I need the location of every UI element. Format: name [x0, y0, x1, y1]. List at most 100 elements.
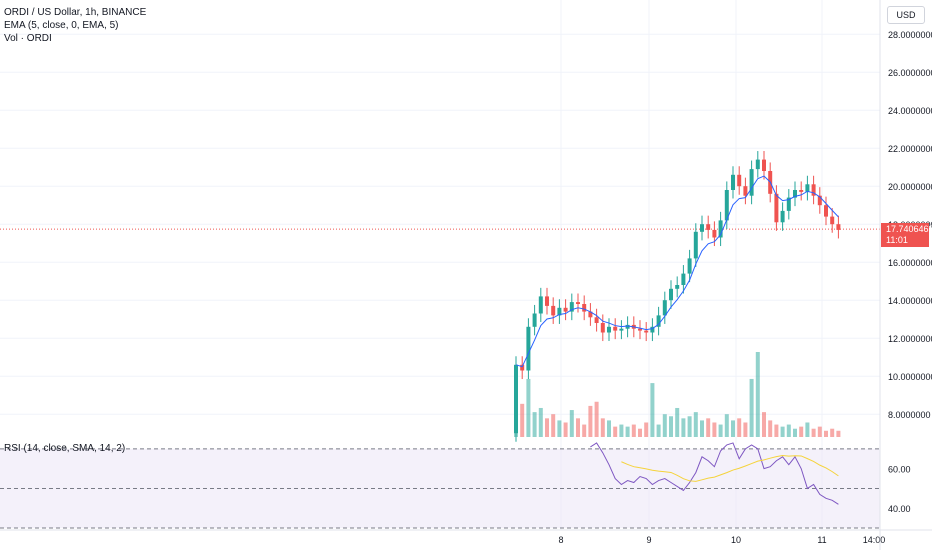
candle-body: [786, 197, 791, 211]
volume-bar: [582, 424, 587, 437]
volume-bar: [737, 418, 742, 437]
candle-body: [830, 216, 835, 225]
candle-body: [793, 190, 797, 198]
volume-bar: [638, 428, 642, 437]
volume-bar: [700, 420, 704, 437]
volume-bar: [749, 378, 754, 437]
candle-body: [811, 184, 816, 196]
candle-body: [638, 328, 642, 331]
candle-body: [538, 296, 543, 314]
candle-body: [693, 231, 698, 259]
volume-bar: [557, 420, 562, 437]
last-price-value: 17.7406463: [886, 224, 932, 234]
price-tick-label: 24.0000000: [888, 106, 932, 116]
volume-bar: [520, 403, 525, 437]
candle-body: [514, 364, 518, 434]
volume-bar: [532, 412, 537, 437]
time-tick-label: 10: [731, 535, 741, 545]
candle-body: [600, 323, 605, 333]
currency-button[interactable]: USD: [887, 6, 925, 24]
volume-bar: [675, 407, 680, 437]
rsi-pane: [0, 442, 880, 529]
rsi-legend[interactable]: RSI (14, close, SMA, 14, 2): [4, 443, 126, 454]
candle-body: [520, 364, 525, 371]
candle-body: [700, 224, 704, 232]
volume-bar: [563, 422, 568, 437]
candle-body: [588, 311, 593, 318]
price-tick-label: 14.0000000: [888, 296, 932, 306]
candle-body: [706, 224, 711, 230]
price-tick-label: 20.0000000: [888, 182, 932, 192]
volume-bar: [830, 428, 835, 437]
volume-bar: [836, 430, 841, 437]
price-tick-label: 26.0000000: [888, 68, 932, 78]
candle-body: [582, 304, 587, 312]
candle-body: [576, 302, 580, 304]
volume-bar: [712, 422, 717, 437]
candle-body: [662, 300, 667, 316]
volume-bars: [514, 352, 841, 437]
volume-bar: [662, 414, 667, 437]
candle-body: [836, 224, 841, 230]
volume-bar: [768, 420, 773, 437]
volume-bar: [793, 428, 797, 437]
chart-legend: ORDI / US Dollar, 1h, BINANCE EMA (5, cl…: [4, 6, 146, 45]
volume-bar: [594, 401, 599, 437]
volume-bar: [569, 410, 574, 437]
candle-body: [824, 205, 828, 217]
volume-bar: [607, 420, 611, 437]
rsi-ma-line: [621, 455, 839, 482]
rsi-background-band: [0, 448, 880, 529]
volume-bar: [774, 424, 779, 437]
volume-bar: [824, 430, 828, 437]
volume-bar: [619, 424, 624, 437]
volume-bar: [799, 426, 804, 437]
candle-body: [613, 326, 618, 331]
candle-body: [644, 330, 649, 333]
volume-bar: [625, 426, 630, 437]
volume-bar: [613, 426, 618, 437]
price-tick-label: 22.0000000: [888, 144, 932, 154]
price-tick-label: 10.0000000: [888, 372, 932, 382]
candle-body: [743, 186, 748, 196]
rsi-tick-label: 40.00: [888, 504, 911, 514]
candle-body: [681, 273, 686, 285]
price-candles: [514, 151, 841, 442]
candle-body: [731, 174, 735, 190]
candle-body: [650, 326, 655, 333]
volume-bar: [588, 405, 593, 437]
time-tick-label: 14:00: [863, 535, 886, 545]
volume-legend[interactable]: Vol · ORDI: [4, 33, 52, 44]
time-tick-label: 8: [558, 535, 563, 545]
volume-bar: [545, 418, 549, 437]
volume-bar: [538, 407, 543, 437]
symbol-title[interactable]: ORDI / US Dollar, 1h, BINANCE: [4, 7, 147, 18]
candle-body: [712, 229, 717, 238]
volume-bar: [656, 424, 661, 437]
volume-bar: [526, 378, 531, 437]
ema-polyline: [515, 175, 839, 368]
countdown: 11:01: [886, 235, 908, 245]
volume-bar: [687, 416, 692, 437]
volume-bar: [718, 424, 723, 437]
rsi-tick-label: 60.00: [888, 465, 911, 475]
rsi-line: [590, 442, 839, 505]
volume-bar: [576, 418, 580, 437]
candle-body: [557, 307, 562, 316]
candle-body: [718, 220, 723, 238]
candle-body: [532, 313, 537, 327]
candle-body: [724, 190, 729, 221]
volume-bar: [762, 412, 766, 437]
candle-body: [619, 328, 624, 331]
ema-legend[interactable]: EMA (5, close, 0, EMA, 5): [4, 20, 119, 31]
candle-body: [569, 302, 574, 312]
volume-bar: [669, 416, 673, 437]
volume-bar: [755, 352, 760, 437]
candle-body: [805, 184, 810, 192]
volume-bar: [681, 418, 686, 437]
volume-bar: [805, 422, 810, 437]
candle-body: [774, 193, 779, 223]
volume-bar: [743, 422, 748, 437]
volume-bar: [650, 383, 655, 437]
